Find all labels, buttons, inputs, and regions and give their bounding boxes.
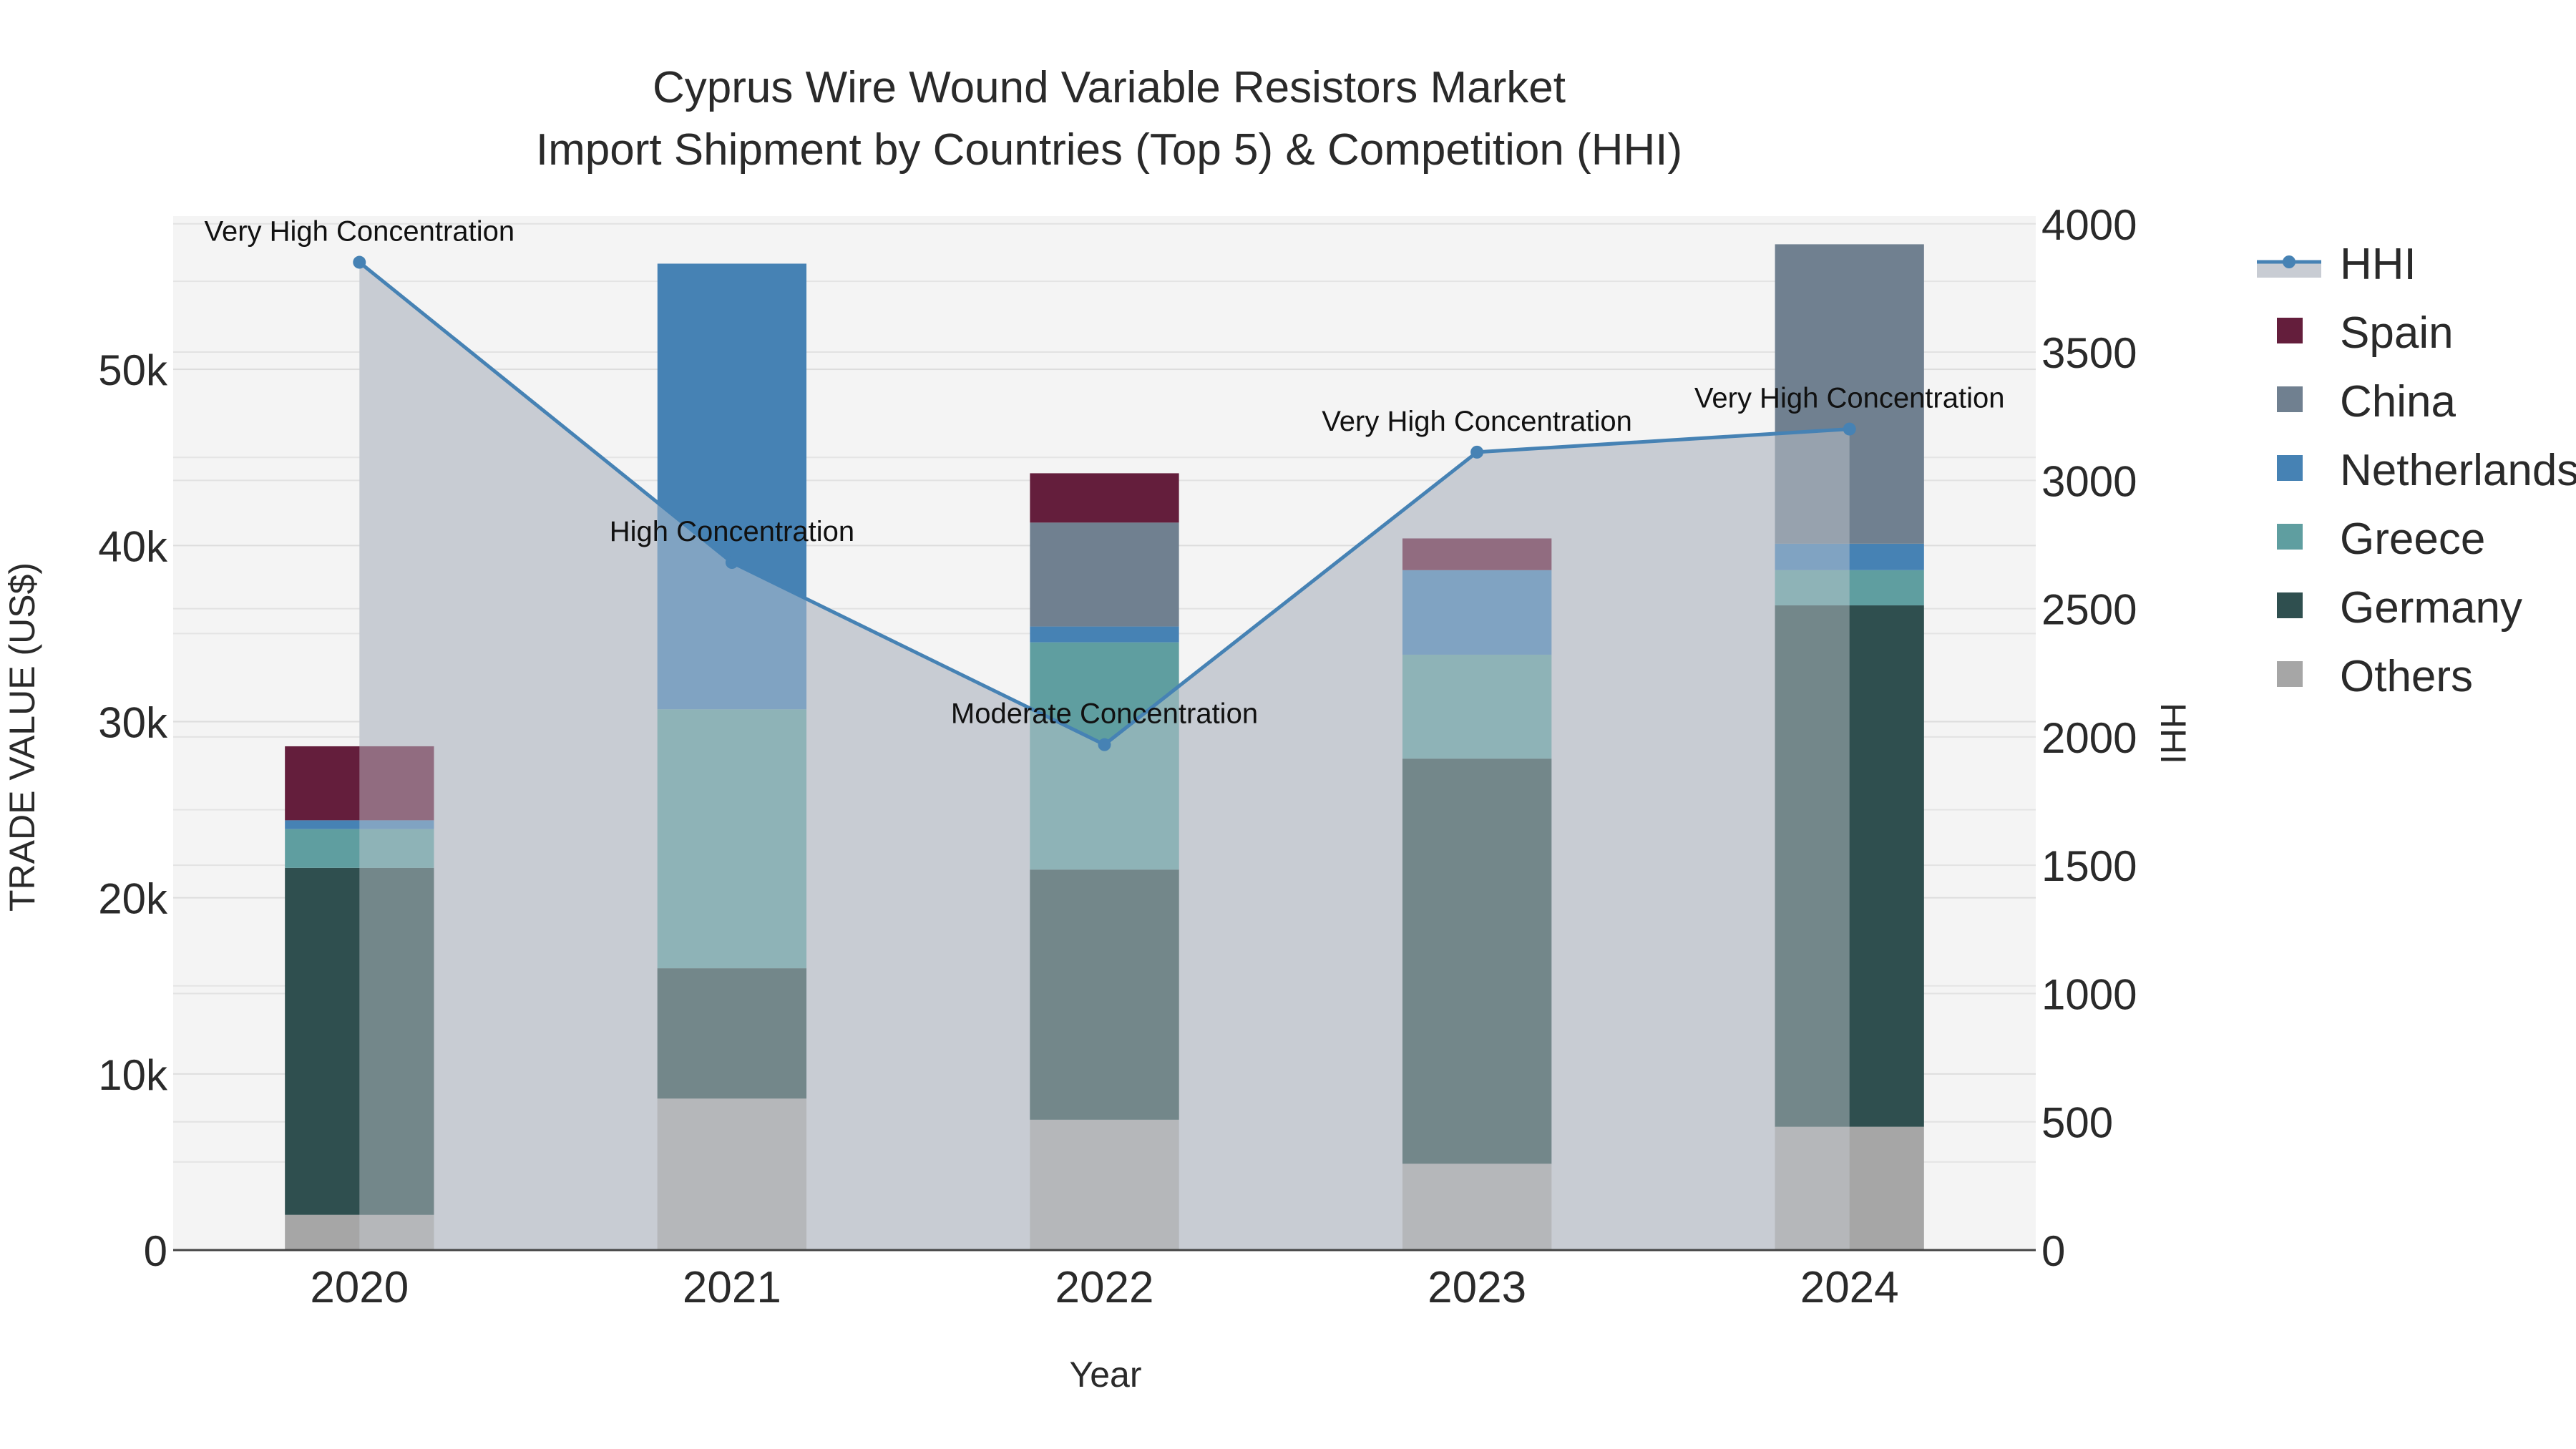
bar-others-2020	[285, 1214, 434, 1250]
bar-netherlands-2023	[1402, 570, 1552, 655]
legend-label: Spain	[2340, 308, 2454, 358]
bar-netherlands-2024	[1775, 543, 1924, 570]
x-tick-label: 2023	[1428, 1263, 1526, 1312]
legend-swatch	[2277, 592, 2303, 618]
hhi-annotation: Very High Concentration	[1322, 406, 1632, 437]
bar-germany-2023	[1402, 758, 1552, 1164]
bar-others-2022	[1030, 1119, 1179, 1250]
y-axis-title: TRADE VALUE (US$)	[2, 562, 42, 912]
bar-greece-2023	[1402, 654, 1552, 759]
legend-item-hhi[interactable]: HHI	[2257, 240, 2416, 289]
hhi-labels: Very High Concentration High Concentratio…	[205, 216, 2005, 730]
bar-netherlands-2022	[1030, 626, 1179, 643]
legend-label: Germany	[2340, 583, 2522, 633]
bar-others-2023	[1402, 1163, 1552, 1250]
bar-greece-2021	[657, 709, 807, 969]
x-tick-label: 2024	[1800, 1263, 1899, 1312]
legend-swatch-area	[2257, 262, 2321, 278]
y2-tick-label: 500	[2041, 1099, 2113, 1147]
legend-item-china[interactable]: China	[2277, 377, 2457, 426]
y-tick-label: 50k	[98, 346, 168, 394]
y2-axis-title: HHI	[2153, 703, 2193, 764]
legend-item-netherlands[interactable]: Netherlands	[2277, 446, 2576, 495]
y2-tick-label: 4000	[2041, 201, 2137, 249]
legend-swatch	[2277, 386, 2303, 412]
y-axis-ticks: 0 10k 20k 30k 40k 50k	[98, 346, 168, 1275]
y-tick-label: 20k	[98, 875, 168, 923]
bar-germany-2022	[1030, 869, 1179, 1120]
hhi-point	[1470, 445, 1484, 459]
bar-china-2022	[1030, 522, 1179, 627]
bar-spain-2022	[1030, 473, 1179, 523]
hhi-point	[1843, 422, 1856, 436]
x-tick-label: 2021	[683, 1263, 781, 1312]
x-tick-label: 2022	[1055, 1263, 1154, 1312]
legend-item-germany[interactable]: Germany	[2277, 583, 2522, 633]
x-axis-title: Year	[1069, 1355, 1141, 1395]
y-tick-label: 0	[144, 1227, 167, 1275]
legend-label: HHI	[2340, 240, 2416, 289]
x-tick-label: 2020	[310, 1263, 409, 1312]
legend-label: China	[2340, 377, 2457, 426]
hhi-overlay-band	[359, 746, 434, 1250]
y2-tick-label: 1500	[2041, 842, 2137, 890]
bar-greece-2022	[1030, 642, 1179, 870]
bar-others-2021	[657, 1098, 807, 1250]
legend-item-spain[interactable]: Spain	[2277, 308, 2454, 358]
legend-label: Others	[2340, 652, 2473, 701]
legend-swatch	[2277, 455, 2303, 481]
bar-germany-2021	[657, 968, 807, 1099]
y2-tick-label: 1000	[2041, 970, 2137, 1018]
bars	[285, 244, 1924, 1250]
legend-item-others[interactable]: Others	[2277, 652, 2473, 701]
legend-label: Greece	[2340, 514, 2485, 564]
bar-netherlands-2020	[285, 820, 434, 829]
hhi-point	[725, 556, 738, 570]
hhi-annotation: Very High Concentration	[1694, 383, 2005, 414]
y-tick-label: 30k	[98, 698, 168, 746]
legend-swatch	[2277, 661, 2303, 687]
y2-tick-label: 3500	[2041, 329, 2137, 377]
hhi-point	[353, 255, 366, 269]
bar-germany-2024	[1775, 605, 1924, 1127]
y-tick-label: 40k	[98, 522, 168, 570]
bar-netherlands-2021	[657, 263, 807, 710]
y2-tick-label: 0	[2041, 1227, 2065, 1275]
legend: HHI Spain China Netherlands Greece Germany Oth…	[2257, 240, 2576, 701]
y2-tick-label: 2000	[2041, 714, 2137, 762]
hhi-annotation: Moderate Concentration	[951, 698, 1258, 730]
chart-title-line1: Cyprus Wire Wound Variable Resistors Mar…	[653, 63, 1566, 112]
bar-germany-2020	[285, 867, 434, 1215]
legend-item-greece[interactable]: Greece	[2277, 514, 2485, 564]
chart-title-line2: Import Shipment by Countries (Top 5) & C…	[536, 125, 1682, 175]
y-tick-label: 10k	[98, 1051, 168, 1099]
hhi-line-group	[353, 255, 1856, 751]
hhi-overlay-band	[1402, 538, 1552, 1250]
y2-tick-label: 3000	[2041, 457, 2137, 505]
bar-greece-2020	[285, 829, 434, 868]
legend-swatch-marker	[2283, 255, 2296, 268]
bar-spain-2023	[1402, 538, 1552, 570]
x-axis-ticks: 2020 2021 2022 2023 2024	[310, 1263, 1898, 1312]
hhi-point	[1098, 738, 1111, 751]
bar-china-2024	[1775, 244, 1924, 544]
y2-axis-ticks: 0 500 1000 1500 2000 2500 3000 3500 4000	[2041, 201, 2137, 1275]
legend-swatch	[2277, 524, 2303, 550]
legend-swatch	[2277, 318, 2303, 343]
bar-greece-2024	[1775, 570, 1924, 606]
bar-others-2024	[1775, 1126, 1924, 1250]
hhi-annotation: Very High Concentration	[205, 216, 515, 248]
bar-spain-2020	[285, 746, 434, 821]
legend-label: Netherlands	[2340, 446, 2576, 495]
hhi-annotation: High Concentration	[610, 516, 854, 547]
y2-tick-label: 2500	[2041, 586, 2137, 634]
